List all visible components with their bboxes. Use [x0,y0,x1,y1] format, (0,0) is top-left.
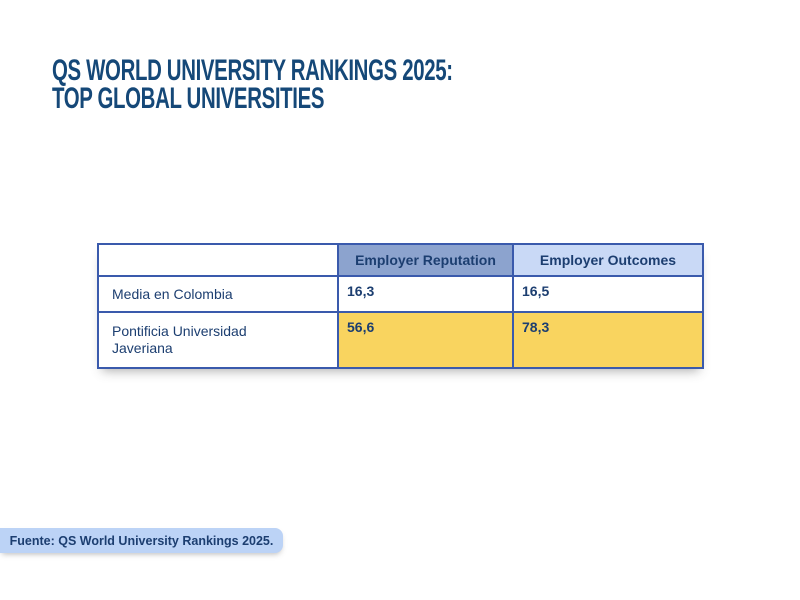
cell-value-highlighted: 78,3 [512,311,704,369]
cell-value-highlighted: 56,6 [337,311,514,369]
cell-value: 16,3 [337,275,514,313]
row-label: Pontificia Universidad Javeriana [97,311,339,369]
source-badge: Fuente: QS World University Rankings 202… [0,528,283,553]
cell-value: 16,5 [512,275,704,313]
rankings-table: Employer Reputation Employer Outcomes Me… [97,243,704,369]
row-label: Media en Colombia [97,275,339,313]
page-title: QS WORLD UNIVERSITY RANKINGS 2025: TOP G… [52,54,641,115]
page-title-line-2: TOP GLOBAL UNIVERSITIES [52,82,325,115]
column-header-employer-outcomes: Employer Outcomes [512,243,704,277]
column-header-employer-reputation: Employer Reputation [337,243,514,277]
page-title-line-1: QS WORLD UNIVERSITY RANKINGS 2025: [52,54,453,87]
table-header-row: Employer Reputation Employer Outcomes [97,243,704,277]
table-row-media-en-colombia: Media en Colombia 16,3 16,5 [97,275,704,313]
blank-header-cell [97,243,339,277]
source-text: Fuente: QS World University Rankings 202… [9,533,274,548]
table-row-pontificia-universidad-javeriana: Pontificia Universidad Javeriana 56,6 78… [97,311,704,369]
